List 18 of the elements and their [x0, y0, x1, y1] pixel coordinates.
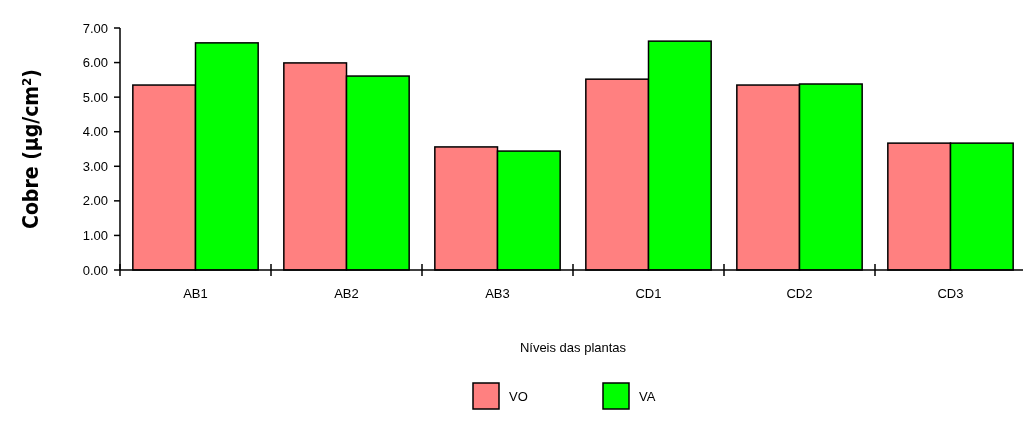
x-axis-title: Níveis das plantas: [519, 340, 627, 355]
y-tick-label: 5.00: [82, 89, 108, 105]
x-tick-label: AB1: [183, 286, 208, 301]
x-tick-label: AB3: [485, 286, 510, 301]
y-tick-label: 4.00: [82, 124, 108, 140]
x-tick-label: CD2: [786, 286, 813, 301]
legend-label: VA: [639, 388, 656, 404]
y-tick-label: 0.00: [82, 262, 108, 278]
y-axis-title: Cobre (µg/cm²): [19, 69, 43, 229]
legend-label: VO: [509, 388, 528, 404]
x-tick-label: CD1: [635, 286, 662, 301]
y-tick-label: 7.00: [82, 20, 108, 36]
y-tick-label: 1.00: [82, 227, 108, 243]
x-tick-label: AB2: [334, 286, 359, 301]
y-tick-label: 6.00: [82, 55, 108, 71]
x-tick-label: CD3: [937, 286, 964, 301]
y-tick-label: 2.00: [82, 193, 108, 209]
y-tick-label: 3.00: [82, 158, 108, 174]
